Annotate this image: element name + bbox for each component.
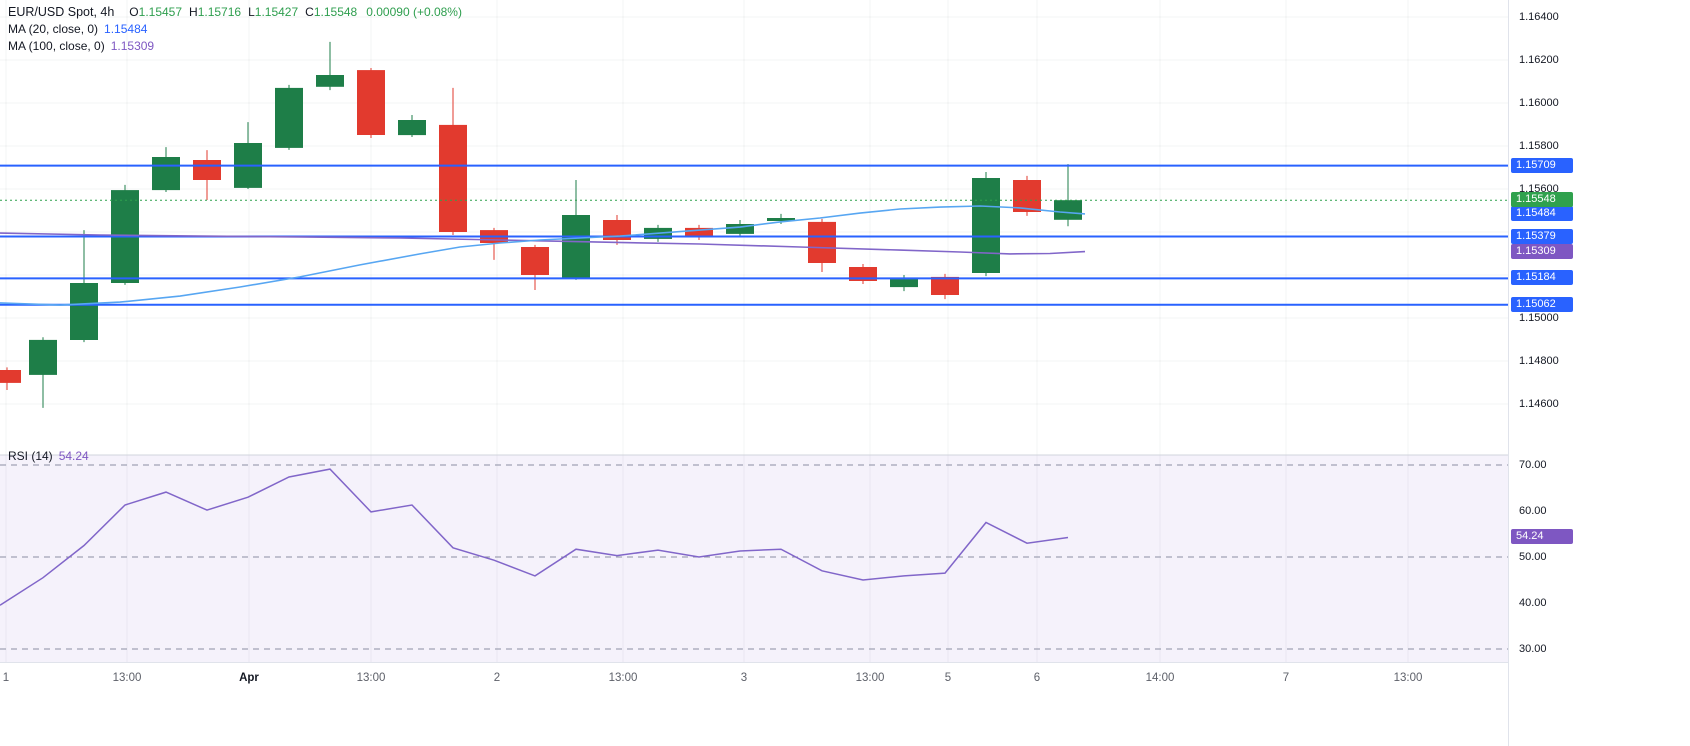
ma20-value-badge: 1.15484 — [1511, 206, 1573, 221]
candle-body — [562, 215, 590, 278]
rsi-value-badge: 54.24 — [1511, 529, 1573, 544]
price-tick-label: 1.14800 — [1519, 355, 1559, 367]
candle-body — [275, 87, 303, 148]
ma20-legend[interactable]: MA (20, close, 0) 1.15484 — [8, 22, 147, 36]
ma100-legend[interactable]: MA (100, close, 0) 1.15309 — [8, 39, 154, 53]
level-price-badge: 1.15709 — [1511, 158, 1573, 173]
rsi-legend[interactable]: RSI (14) 54.24 — [8, 449, 89, 463]
ma100-value-badge: 1.15309 — [1511, 244, 1573, 259]
change-value: 0.00090 (+0.08%) — [366, 5, 462, 19]
ma20-value: 1.15484 — [104, 22, 148, 36]
candle-body — [357, 70, 385, 135]
price-tick-label: 1.16400 — [1519, 11, 1559, 23]
price-tick-label: 1.15800 — [1519, 140, 1559, 152]
chart-canvas[interactable] — [0, 0, 1508, 662]
candle-body — [152, 157, 180, 191]
time-scale[interactable]: 1 13:00 Apr 13:00 2 13:00 3 13:00 5 6 14:00 7 13:00 — [0, 662, 1508, 746]
level-price-badge: 1.15184 — [1511, 270, 1573, 285]
candle-body — [726, 224, 754, 234]
rsi-value: 54.24 — [58, 449, 89, 463]
rsi-line — [0, 468, 1069, 606]
level-price-badge: 1.15062 — [1511, 297, 1573, 312]
candle-body — [890, 279, 918, 288]
candle-body — [29, 339, 57, 375]
ma100-label: MA (100, close, 0) — [8, 39, 105, 53]
ma20-label: MA (20, close, 0) — [8, 22, 99, 36]
candle-body — [1013, 180, 1041, 212]
rsi-pane-bg — [0, 455, 1508, 662]
ma100-value: 1.15309 — [110, 39, 155, 53]
time-tick-label: 14:00 — [1145, 672, 1175, 684]
candle-body — [398, 120, 426, 136]
time-tick-label: 13:00 — [1393, 672, 1423, 684]
time-tick-label: 13:00 — [356, 672, 386, 684]
ma20-line — [0, 205, 1086, 306]
rsi-tick-label: 40.00 — [1519, 597, 1547, 609]
time-tick-label: 3 — [740, 672, 748, 684]
candle-body — [70, 283, 98, 340]
ohlc-close: C1.15548 — [305, 5, 358, 19]
price-tick-label: 1.16200 — [1519, 54, 1559, 66]
candle-body — [767, 218, 795, 221]
candle-body — [0, 370, 21, 383]
time-tick-label: 6 — [1033, 672, 1041, 684]
symbol-legend[interactable]: EUR/USD Spot, 4h O1.15457 H1.15716 L1.15427… — [8, 5, 462, 19]
candle-body — [1054, 200, 1082, 220]
rsi-tick-label: 70.00 — [1519, 459, 1547, 471]
level-price-badge: 1.15379 — [1511, 229, 1573, 244]
time-tick-label: 2 — [493, 672, 501, 684]
candle-body — [316, 75, 344, 87]
price-scale[interactable]: 1.16400 1.16200 1.16000 1.15800 1.15600 1.150… — [1508, 0, 1690, 746]
time-tick-label: 13:00 — [855, 672, 885, 684]
candle-body — [931, 276, 959, 295]
candle-body — [439, 124, 467, 232]
time-tick-label: 7 — [1282, 672, 1290, 684]
candle-body — [193, 160, 221, 180]
time-tick-label: 1 — [2, 672, 10, 684]
rsi-tick-label: 30.00 — [1519, 643, 1547, 655]
candle-body — [521, 247, 549, 275]
candle-body — [808, 221, 836, 263]
rsi-tick-label: 50.00 — [1519, 551, 1547, 563]
rsi-label: RSI (14) — [8, 449, 53, 463]
symbol-title: EUR/USD Spot, 4h — [8, 5, 115, 19]
rsi-tick-label: 60.00 — [1519, 505, 1547, 517]
price-tick-label: 1.16000 — [1519, 97, 1559, 109]
ohlc-low: L1.15427 — [248, 5, 299, 19]
candle-body — [972, 178, 1000, 273]
last-price-badge: 1.15548 — [1511, 192, 1573, 207]
time-tick-label: 13:00 — [112, 672, 142, 684]
ohlc-open: O1.15457 — [129, 5, 183, 19]
ohlc-high: H1.15716 — [189, 5, 242, 19]
time-tick-label: 5 — [944, 672, 952, 684]
time-tick-label: 13:00 — [608, 672, 638, 684]
candle-body — [685, 227, 713, 236]
time-tick-label: Apr — [239, 672, 259, 684]
price-tick-label: 1.14600 — [1519, 398, 1559, 410]
ma100-line — [0, 232, 1086, 255]
price-tick-label: 1.15000 — [1519, 312, 1559, 324]
